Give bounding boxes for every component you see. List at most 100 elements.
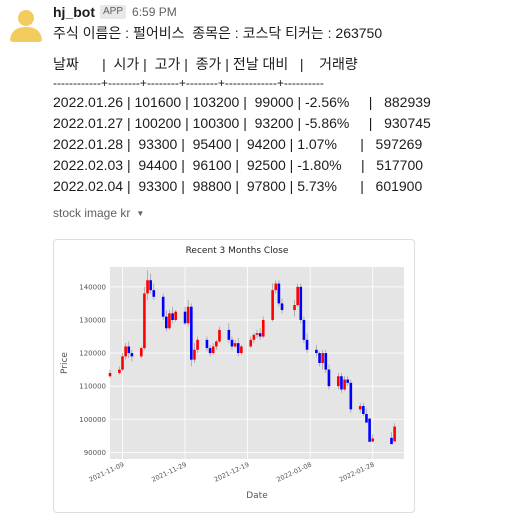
candle-up [118,369,121,373]
candlestick-chart: Recent 3 Months Close 90000 100000 110000 1… [60,246,404,501]
candle-down [205,339,209,349]
candle-up [215,341,218,347]
candle-down [258,333,262,337]
candle-up [146,280,149,294]
candle-down [346,379,350,383]
y-axis-ticks: 90000 100000 110000 120000 130000 140000 [79,283,106,457]
stock-intro-text: 주식 이름은 : 펄어비스 종목은 : 코스닥 티커는 : 263750 [53,25,383,41]
y-tick-label: 110000 [79,383,106,391]
message-header: hj_bot APP 6:59 PM [53,3,523,21]
message: hj_bot APP 6:59 PM 주식 이름은 : 펄어비스 종목은 : 코… [53,3,523,220]
candle-down [280,303,284,311]
candle-up [218,329,221,342]
table-row: 2022.02.03 | 94400 | 96100 | 92500 | -1.… [53,157,424,173]
candle-up [343,379,346,390]
candle-up [252,334,256,340]
candle-up [193,349,196,360]
candle-down [208,348,212,354]
x-tick-label: 2021-11-29 [150,461,188,484]
table-header: 날짜 | 시가 | 고가 | 종가 | 전날 대비 | 거래량 [53,56,358,72]
plot-area [110,267,404,459]
candles [108,270,396,445]
y-tick-label: 90000 [84,449,106,457]
candle-down [183,311,187,324]
candle-up [211,346,215,354]
candle-up [271,290,274,320]
candle-down [236,343,240,354]
table-row: 2022.02.04 | 93300 | 98800 | 97800 | 5.7… [53,178,423,194]
attachment-toggle[interactable]: stock image kr ▼ [53,206,523,220]
grid-lines [110,267,404,459]
attachment-label: stock image kr [53,206,131,220]
candle-up [371,438,375,442]
candle-down [230,339,234,347]
candle-down [349,382,353,410]
candle-up [393,426,396,442]
y-tick-label: 120000 [79,350,106,358]
candle-down [130,353,134,357]
x-axis-label: Date [246,491,268,501]
candle-up [261,319,265,337]
candle-down [149,280,152,291]
table-row: 2022.01.27 | 100200 | 100300 | 93200 | -… [53,115,431,131]
candle-up [168,313,171,329]
y-tick-label: 100000 [79,416,106,424]
candle-down [390,437,393,445]
candle-up [240,346,243,354]
candle-up [255,333,259,335]
candle-down [318,353,321,363]
candle-up [358,406,362,410]
candle-up [108,372,112,377]
candle-up [143,293,146,349]
candle-up [233,343,237,347]
candle-down [227,329,231,340]
candle-down [190,306,193,360]
candle-up [139,348,143,357]
candle-down [161,296,165,317]
table-row: 2022.01.28 | 93300 | 95400 | 94200 | 1.0… [53,136,423,152]
x-tick-label: 2021-12-19 [213,461,251,484]
chart-title: Recent 3 Months Close [186,246,289,256]
x-tick-label: 2022-01-08 [275,461,313,484]
candle-down [164,316,168,329]
x-tick-label: 2022-01-28 [338,461,376,484]
candle-down [327,369,331,387]
chart-image[interactable]: Recent 3 Months Close 90000 100000 110000 1… [53,239,415,513]
candle-down [368,418,371,442]
y-tick-label: 140000 [79,283,106,291]
x-tick-label: 2021-11-09 [88,461,126,484]
bot-avatar[interactable] [8,6,44,42]
sender-name[interactable]: hj_bot [53,4,95,20]
bot-avatar-icon [10,10,42,42]
candle-up [124,346,127,357]
candle-up [337,376,340,387]
candle-down [365,413,368,423]
y-tick-label: 130000 [79,316,106,324]
candle-up [121,356,124,370]
candle-up [274,283,278,291]
candle-up [186,306,190,324]
candle-down [127,346,131,354]
candle-down [171,313,174,320]
caret-down-icon: ▼ [136,208,145,218]
app-badge: APP [100,5,127,19]
y-axis-label: Price [60,352,70,374]
candle-down [340,376,343,390]
candle-down [305,339,309,350]
candle-up [293,305,296,311]
candle-down [152,290,156,297]
candle-down [324,353,328,370]
candle-down [277,283,281,304]
candle-up [196,339,199,350]
table-row: 2022.01.26 | 101600 | 103200 | 99000 | -… [53,94,431,110]
candle-up [174,311,177,320]
candle-up [249,339,253,347]
candle-up [321,353,324,363]
candle-down [302,319,306,340]
candle-down [299,286,303,320]
x-axis-ticks: 2021-11-09 2021-11-29 2021-12-19 2022-01-08… [88,461,376,484]
candle-down [315,349,318,354]
message-timestamp[interactable]: 6:59 PM [132,5,177,19]
candle-down [362,406,365,414]
table-divider: ------------+--------+--------+--------+… [53,76,324,90]
